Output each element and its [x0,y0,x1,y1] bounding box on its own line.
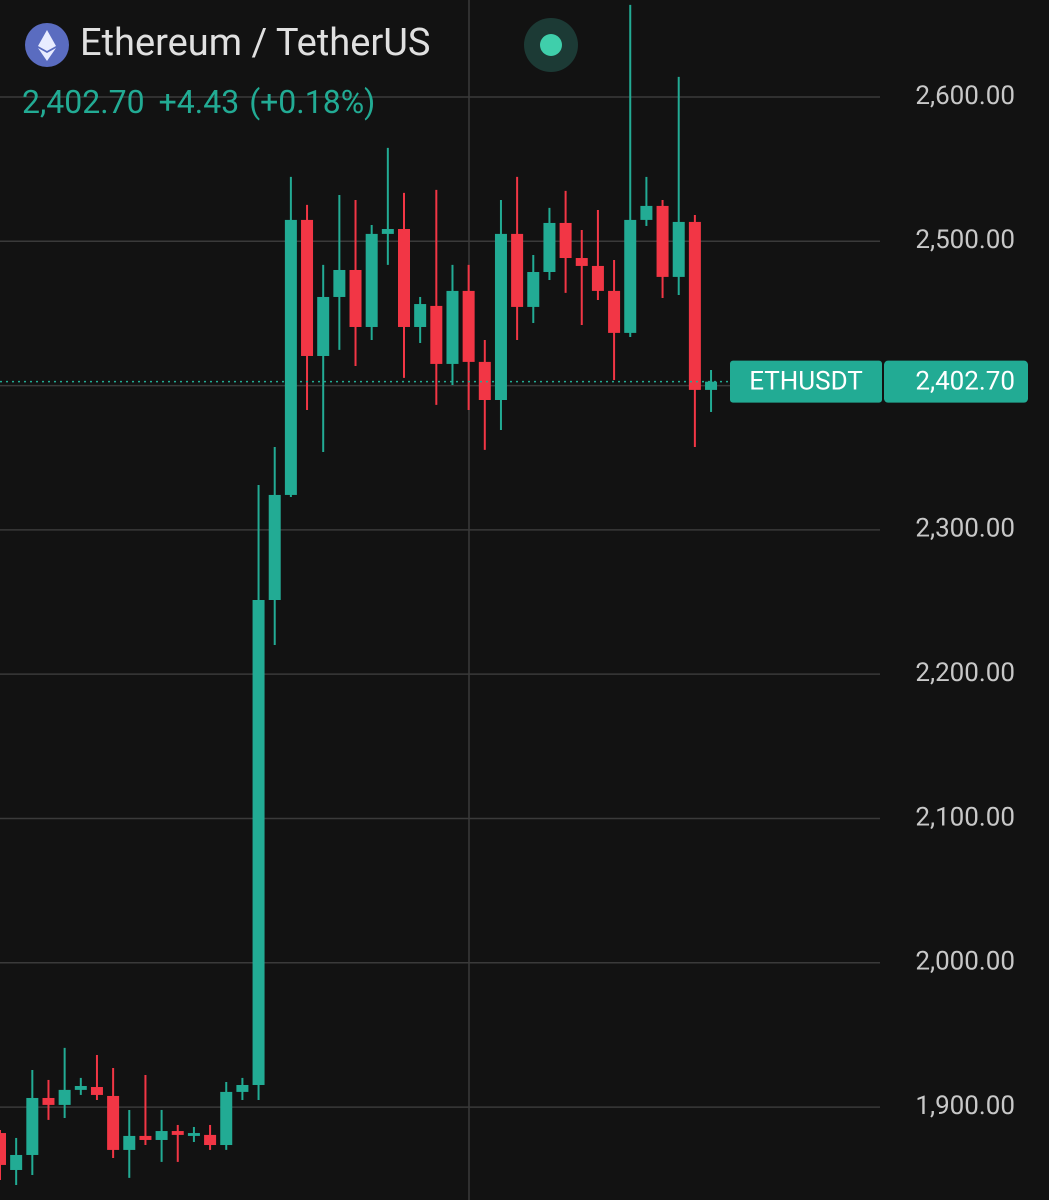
candle-body [624,219,637,333]
y-tick-label: 2,500.00 [915,225,1015,255]
candle-body [0,1133,6,1165]
candle-body [591,265,604,291]
candle-body [139,1135,152,1140]
y-tick-label: 2,600.00 [915,81,1015,111]
candle-body [381,229,394,234]
y-tick-label: 2,000.00 [915,947,1015,977]
candle-body [430,305,443,364]
y-tick-label: 2,300.00 [915,514,1015,544]
symbol-tag-label: ETHUSDT [749,367,863,397]
candle-body [349,269,362,327]
coin-icon-glyph [38,30,56,61]
y-tick-label: 2,100.00 [915,802,1015,832]
candle-body [333,269,346,297]
symbol-tag [730,360,882,403]
candle-body [155,1131,168,1140]
candle-body [317,296,330,356]
candle-body [42,1097,55,1105]
candle-body [252,600,265,1085]
candle-body [74,1086,87,1090]
candle-body [688,221,701,390]
candle-body [236,1084,249,1092]
candle-body [204,1134,217,1146]
header-price: 2,402.70 +4.43 (+0.18%) [22,83,375,121]
candle-body [543,222,556,273]
candle-body [171,1131,184,1135]
header-last-price: 2,402.70 [22,83,145,121]
candle-body [672,221,685,277]
candle-body [187,1133,200,1136]
candle-body [511,233,524,307]
candle-body [398,229,410,327]
candle-body [220,1091,233,1146]
candle-body [527,272,540,307]
candle-body [705,381,718,390]
candle-body [301,219,314,356]
header-change: +4.43 [159,83,240,121]
candle-body [656,205,669,277]
candle-body [268,494,281,600]
candle-body [608,290,621,333]
y-tick-label: 2,200.00 [915,658,1015,688]
price-tag-label: 2,402.70 [915,367,1015,397]
candle-body [575,258,588,266]
candle-body [107,1095,120,1150]
candle-body [90,1087,103,1095]
candle-body [26,1097,39,1155]
candle-body [284,219,297,495]
candle-body [10,1154,23,1170]
y-tick-label: 1,900.00 [915,1091,1015,1121]
candle-body [365,233,378,327]
price-tag [884,360,1028,403]
candle-body [559,222,572,259]
header-change-pct: (+0.18%) [249,83,375,121]
candle-body [494,233,507,400]
chart-title: Ethereum / TetherUS [80,21,430,65]
candle-body [414,304,427,327]
candle-body [462,290,475,362]
overlay: ETHUSDT 2,402.70 Ethereum / TetherUS 2,402.… [0,18,1028,403]
candle-body [640,205,653,220]
candle-body [58,1089,71,1105]
candles [0,4,718,1185]
candle-body [123,1135,136,1150]
candle-body [478,361,491,400]
status-dot [540,34,562,56]
candle-body [446,290,459,364]
